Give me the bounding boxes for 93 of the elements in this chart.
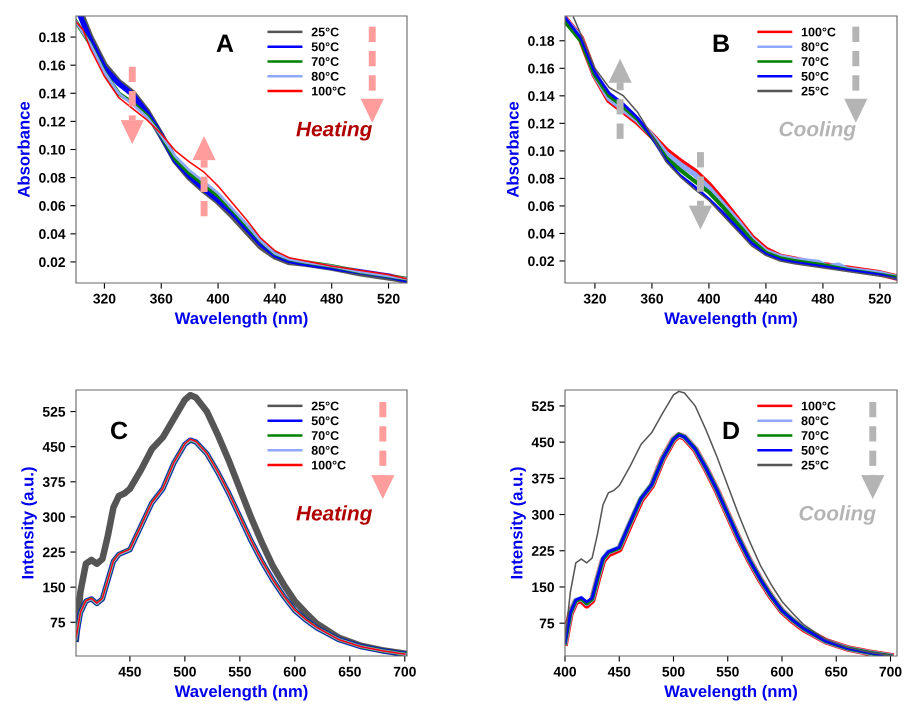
- y-tick-label: 150: [43, 582, 66, 592]
- x-tick-label: 650: [825, 666, 848, 677]
- y-tick-label: 0.14: [39, 88, 66, 98]
- y-tick-label: 0.10: [528, 146, 554, 156]
- y-tick-label: 0.16: [39, 60, 66, 70]
- x-axis-title: Wavelength (nm): [174, 684, 308, 701]
- legend-label: 80°C: [312, 72, 339, 81]
- y-tick-label: 0.16: [528, 64, 554, 74]
- y-axis-title: Absorbance: [506, 102, 519, 198]
- x-axis-title: Wavelength (nm): [174, 312, 308, 328]
- y-tick-label: 0.12: [528, 118, 554, 129]
- y-tick-label: 225: [42, 547, 66, 558]
- y-tick-label: 525: [42, 406, 66, 417]
- y-tick-label: 0.12: [39, 116, 66, 127]
- annotation: Cooling: [780, 121, 856, 141]
- legend-label: 70°C: [312, 431, 339, 440]
- x-tick-label: 700: [394, 666, 416, 677]
- text: A: [216, 34, 234, 52]
- x-tick-label: 520: [868, 294, 891, 304]
- y-tick-label: 450: [42, 442, 66, 452]
- x-tick-label: 600: [284, 666, 306, 677]
- legend-label: 70°C: [802, 431, 829, 440]
- x-tick-label: 320: [584, 294, 606, 304]
- x-tick-label: 520: [377, 294, 400, 304]
- legend-label: 50°C: [312, 416, 339, 426]
- y-tick-label: 0.02: [528, 256, 554, 266]
- text: B: [714, 34, 729, 52]
- y-tick-label: 0.14: [528, 91, 555, 101]
- legend-label: 100°C: [802, 28, 836, 36]
- x-tick-label: 360: [150, 294, 172, 304]
- y-tick-label: 0.10: [39, 144, 66, 155]
- x-tick-label: 500: [174, 666, 196, 677]
- x-tick-label: 320: [93, 294, 116, 304]
- x-tick-label: 650: [338, 666, 361, 677]
- x-tick-label: 500: [662, 666, 685, 677]
- x-tick-label: 400: [698, 294, 720, 304]
- y-axis-title: Absorbance: [17, 102, 30, 198]
- x-axis-title: Wavelength (nm): [664, 312, 797, 328]
- x-tick-label: 450: [118, 666, 141, 677]
- x-tick-label: 480: [320, 294, 343, 304]
- y-tick-label: 0.04: [39, 229, 66, 239]
- y-tick-label: 225: [532, 546, 554, 556]
- legend-label: 25°C: [802, 460, 829, 470]
- y-tick-label: 300: [42, 512, 66, 522]
- legend-label: 50°C: [801, 72, 829, 81]
- y-tick-label: 75: [50, 618, 66, 628]
- annotation: Cooling: [800, 505, 876, 525]
- legend-label: 50°C: [801, 446, 829, 455]
- legend-label: 80°C: [801, 416, 829, 426]
- y-tick-label: 300: [532, 510, 554, 520]
- x-tick-label: 480: [812, 294, 834, 304]
- x-tick-label: 440: [264, 294, 286, 304]
- x-tick-label: 440: [754, 294, 777, 304]
- y-tick-label: 0.18: [528, 36, 554, 46]
- y-tick-label: 75: [540, 618, 554, 628]
- legend-label: 50°C: [312, 42, 339, 52]
- x-tick-label: 360: [640, 294, 663, 304]
- y-tick-label: 0.06: [528, 201, 554, 212]
- x-tick-label: 450: [608, 666, 630, 677]
- y-axis-title: Intensity (a.u.): [21, 467, 37, 578]
- x-tick-label: 550: [228, 666, 251, 677]
- legend-label: 70°C: [802, 57, 829, 66]
- y-tick-label: 0.02: [39, 257, 66, 268]
- legend-label: 100°C: [312, 460, 346, 470]
- legend-label: 80°C: [312, 446, 339, 455]
- y-tick-label: 375: [42, 477, 66, 487]
- annotation: Heating: [296, 505, 372, 525]
- legend-label: 25°C: [312, 402, 339, 410]
- legend-label: 100°C: [802, 402, 836, 410]
- x-tick-label: 400: [554, 666, 576, 677]
- y-axis-title: Intensity (a.u.): [510, 467, 526, 578]
- legend-label: 70°C: [312, 57, 339, 66]
- text: C: [111, 422, 128, 440]
- legend-label: 25°C: [312, 28, 339, 36]
- x-tick-label: 600: [770, 666, 794, 677]
- x-tick-label: 400: [206, 294, 230, 304]
- y-tick-label: 525: [532, 401, 554, 412]
- y-tick-label: 0.06: [39, 201, 66, 211]
- legend-label: 80°C: [801, 42, 829, 52]
- y-tick-label: 375: [532, 474, 554, 484]
- y-tick-label: 150: [532, 582, 554, 592]
- x-tick-label: 700: [880, 666, 902, 677]
- legend-label: 100°C: [312, 86, 346, 96]
- y-tick-label: 0.04: [528, 228, 555, 239]
- annotation: Heating: [296, 121, 372, 141]
- y-tick-label: 450: [532, 437, 554, 448]
- y-tick-label: 0.18: [39, 32, 66, 42]
- x-axis-title: Wavelength (nm): [664, 684, 797, 701]
- legend-label: 25°C: [802, 86, 829, 96]
- x-tick-label: 550: [716, 666, 739, 677]
- y-tick-label: 0.08: [39, 172, 66, 183]
- y-tick-label: 0.08: [528, 174, 554, 184]
- text: D: [724, 422, 739, 440]
